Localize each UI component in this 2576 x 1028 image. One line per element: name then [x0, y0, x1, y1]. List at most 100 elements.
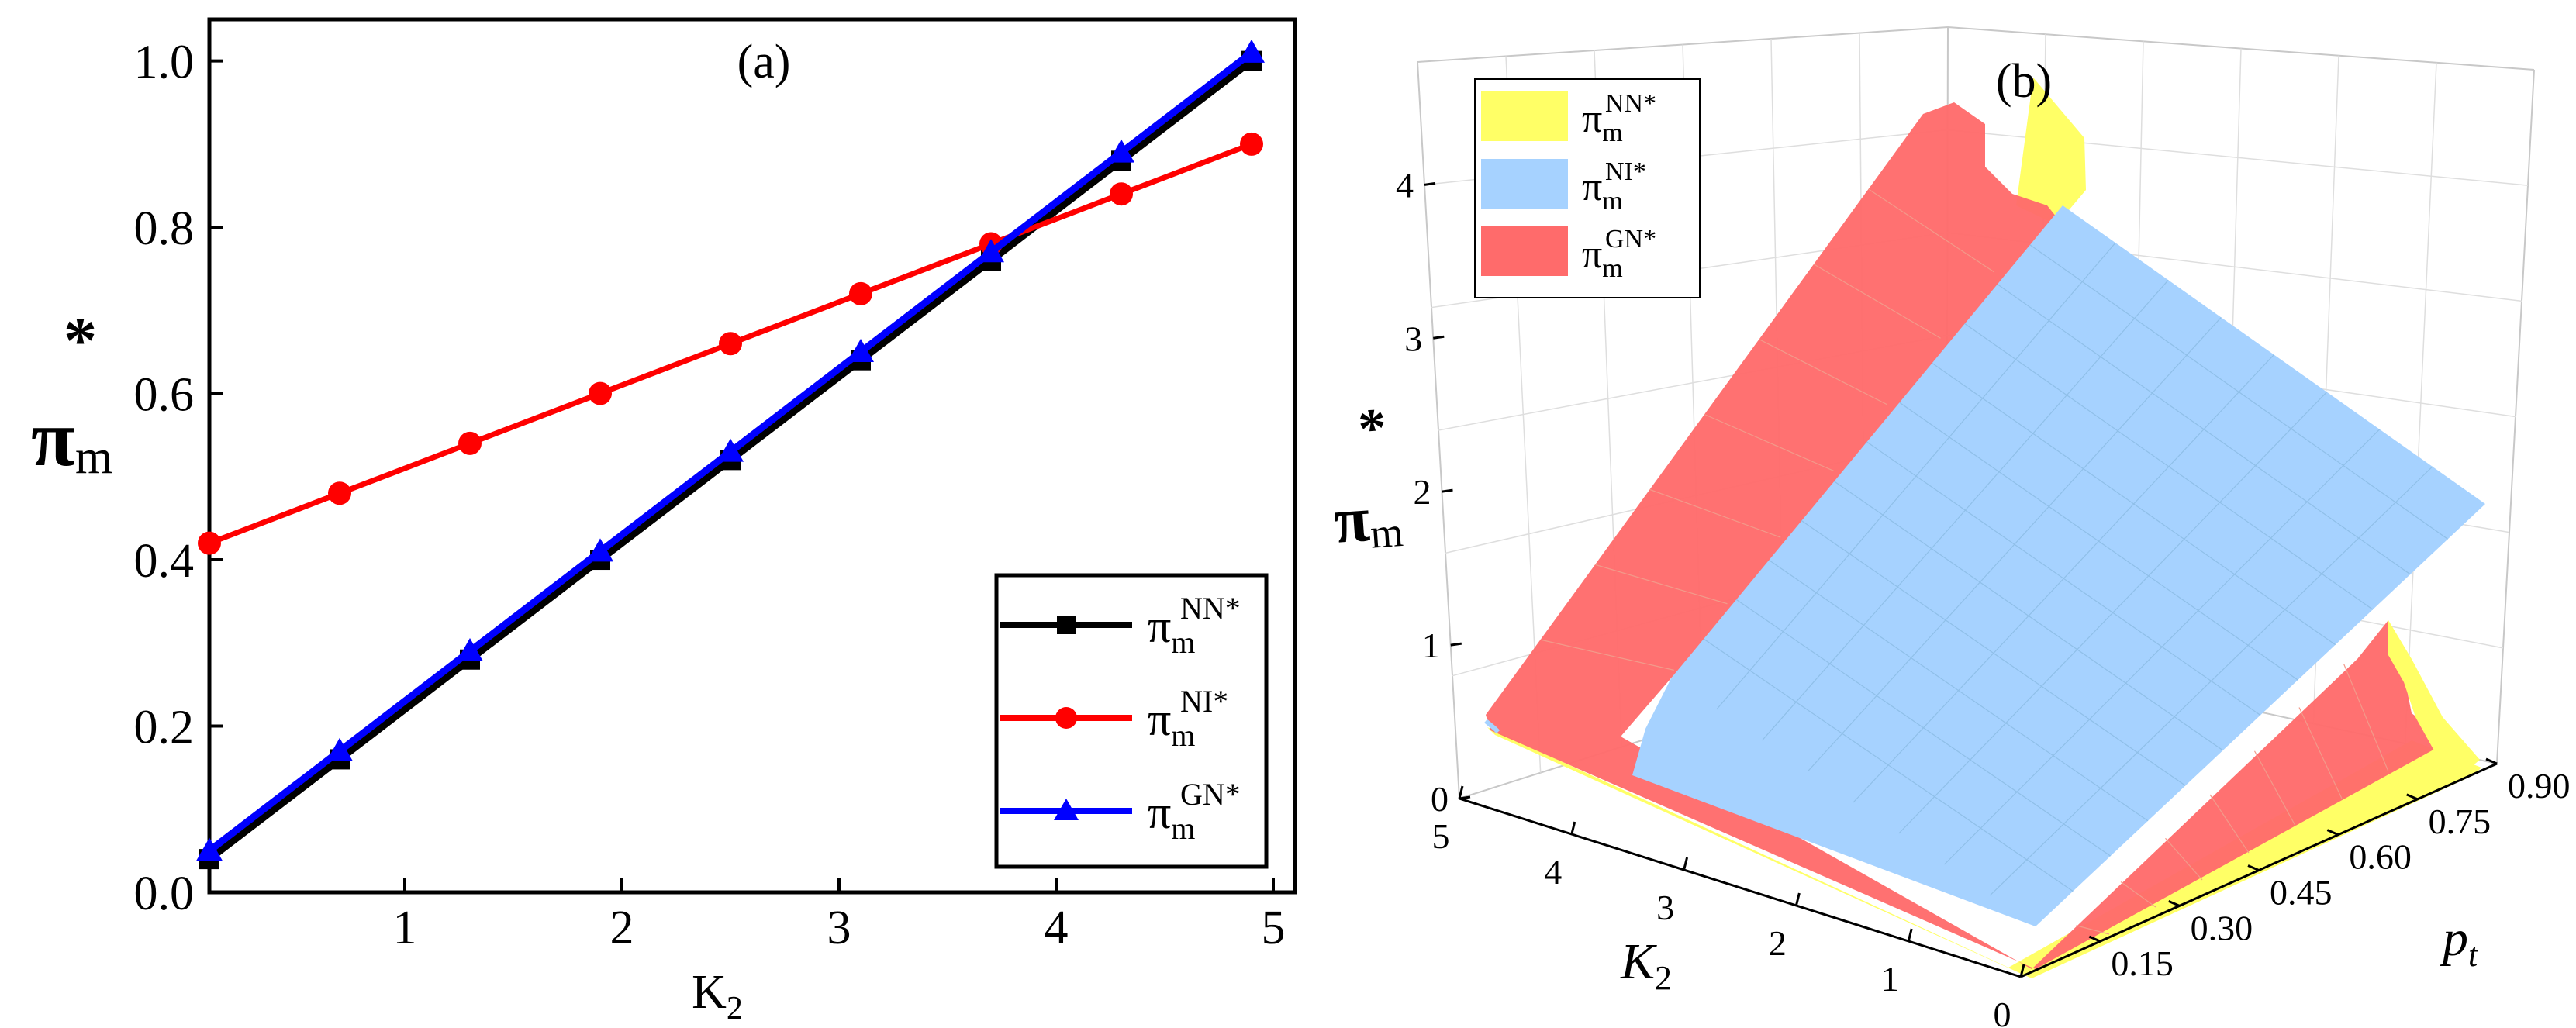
- legend-b-label-ni: πmNI*: [1582, 157, 1646, 216]
- pt-tick-0: [2088, 935, 2101, 943]
- legend-b-swatch-ni: [1481, 159, 1568, 209]
- mesh-red-left-4: [1704, 413, 1835, 472]
- point-ni-8: [1240, 132, 1263, 156]
- z-tick-label-3: 3: [1404, 319, 1422, 358]
- point-gn-0: [196, 837, 223, 861]
- mesh-red-left-3: [1649, 488, 1781, 538]
- plot-a-frame: [207, 17, 1297, 895]
- legend-b-label-gn: πmGN*: [1582, 225, 1656, 283]
- panel-b-surfaces: [1484, 78, 2485, 978]
- panel-a-series: [196, 39, 1265, 870]
- panel-b-legend: πmNN* πmNI* πmGN*: [1474, 78, 1701, 298]
- z-tick-0: [1459, 795, 1471, 800]
- panel-b-ticks: 0 1 2 3 4 0 1 2 3 4 5 0.15 0.30 0.45 0.60 0.75 0.90: [1396, 165, 2571, 1028]
- x-tick-label-2: 3: [827, 902, 851, 954]
- mesh-blue-b-3: [1807, 316, 2222, 772]
- k2-tick-5: [1458, 785, 1464, 799]
- k2-tick-0: [2019, 964, 2025, 978]
- panel-b-label: (b): [1996, 55, 2052, 108]
- mesh-blue-b-4: [1853, 354, 2274, 803]
- point-ni-5: [849, 281, 872, 305]
- x-tick-label-3: 4: [1045, 902, 1069, 954]
- k2-tick-label-5: 5: [1432, 816, 1450, 856]
- legend-a-marker-nn: [1057, 616, 1076, 634]
- mesh-red-right-2: [2120, 881, 2156, 908]
- pt-tick-4: [2406, 793, 2419, 801]
- panel-a-legend: πmNN* πmNI* πmGN*: [994, 573, 1269, 869]
- surface-blue-ni: [1632, 205, 2485, 926]
- mesh-blue-b-2: [1762, 279, 2169, 741]
- y-tick-label-3: 0.6: [134, 369, 195, 422]
- z-tick-2: [1442, 488, 1453, 493]
- grid-right-v-5: [2404, 62, 2437, 744]
- pt-tick-label-1: 0.30: [2191, 908, 2253, 947]
- mesh-red-left-5: [1759, 339, 1888, 405]
- point-gn-4: [717, 438, 744, 462]
- legend-b-label-nn: πmNN*: [1582, 89, 1656, 147]
- point-gn-6: [978, 239, 1004, 263]
- panel-a-label: (a): [737, 36, 791, 88]
- mesh-red-right-5: [2253, 750, 2296, 826]
- legend-a-label-gn: πmGN*: [1148, 777, 1241, 846]
- point-ni-7: [1110, 182, 1133, 206]
- panel-a-ticks: 1 2 3 4 5 0.0 0.2 0.4 0.6 0.8 1.0: [134, 36, 1286, 954]
- mesh-red-left-7: [1868, 188, 1994, 273]
- y-tick-label-5: 1.0: [134, 36, 195, 89]
- point-ni-3: [589, 381, 612, 405]
- z-tick-4: [1424, 181, 1436, 186]
- point-ni-2: [458, 431, 482, 455]
- k2-tick-label-3: 3: [1656, 888, 1674, 927]
- y-tick-label-0: 0.0: [134, 868, 195, 920]
- x-tick-label-0: 1: [393, 902, 417, 954]
- surface-yellow-nn-top: [2016, 78, 2086, 225]
- pt-tick-label-0: 0.15: [2111, 943, 2174, 983]
- legend-a-entry-nn: πmNN*: [1000, 591, 1241, 660]
- legend-b-swatch-gn: [1481, 226, 1568, 276]
- mesh-blue-b-5: [1898, 392, 2328, 834]
- surface-yellow-nn: [1487, 727, 2481, 978]
- legend-b-entry-nn: πmNN*: [1481, 89, 1656, 147]
- z-tick-label-2: 2: [1414, 472, 1431, 512]
- mesh-red-right-4: [2209, 794, 2250, 854]
- legend-a-label-nn: πmNN*: [1148, 591, 1241, 660]
- point-ni-4: [719, 332, 742, 356]
- mesh-red-left-6: [1813, 264, 1941, 339]
- mesh-blue-b-7: [1989, 466, 2433, 896]
- y-tick-label-2: 0.4: [134, 535, 195, 588]
- mesh-blue-b-1: [1716, 242, 2116, 710]
- z-tick-label-0: 0: [1431, 779, 1449, 819]
- pt-tick-label-2: 0.45: [2270, 873, 2333, 912]
- point-gn-2: [457, 638, 483, 662]
- panel-b-mesh: [1540, 188, 2449, 935]
- k2-tick-label-0: 0: [1994, 995, 2011, 1028]
- pt-tick-3: [2326, 829, 2339, 837]
- z-tick-label-4: 4: [1396, 165, 1414, 205]
- legend-b-entry-ni: πmNI*: [1481, 157, 1646, 216]
- point-gn-8: [1238, 39, 1265, 63]
- panel-b-y-axis-label: pt: [2440, 910, 2479, 974]
- surface-red-gn: [1486, 102, 2450, 969]
- mesh-red-right-3: [2165, 837, 2203, 881]
- pt-tick-label-3: 0.60: [2349, 837, 2412, 877]
- k2-tick-1: [1907, 928, 1913, 942]
- pt-tick-label-5: 0.90: [2508, 766, 2571, 805]
- legend-a-marker-gn: [1054, 799, 1079, 820]
- y-tick-label-1: 0.2: [134, 702, 195, 754]
- point-ni-1: [328, 481, 351, 505]
- legend-a-entry-gn: πmGN*: [1000, 777, 1241, 846]
- pt-tick-5: [2485, 757, 2498, 765]
- z-tick-3: [1433, 335, 1445, 340]
- k2-tick-label-1: 1: [1881, 959, 1899, 999]
- panel-b-x-axis-label: K2: [1620, 933, 1672, 997]
- surface-blue-left-edge: [1484, 719, 1500, 734]
- k2-tick-label-4: 4: [1544, 852, 1562, 892]
- k2-tick-3: [1683, 857, 1689, 871]
- k2-tick-label-2: 2: [1769, 923, 1787, 963]
- legend-a-label-ni: πmNI*: [1148, 684, 1228, 753]
- mesh-red-right-1: [2076, 925, 2110, 935]
- mesh-blue-b-6: [1944, 429, 2381, 865]
- x-tick-label-1: 2: [610, 902, 634, 954]
- z-tick-label-1: 1: [1422, 626, 1440, 665]
